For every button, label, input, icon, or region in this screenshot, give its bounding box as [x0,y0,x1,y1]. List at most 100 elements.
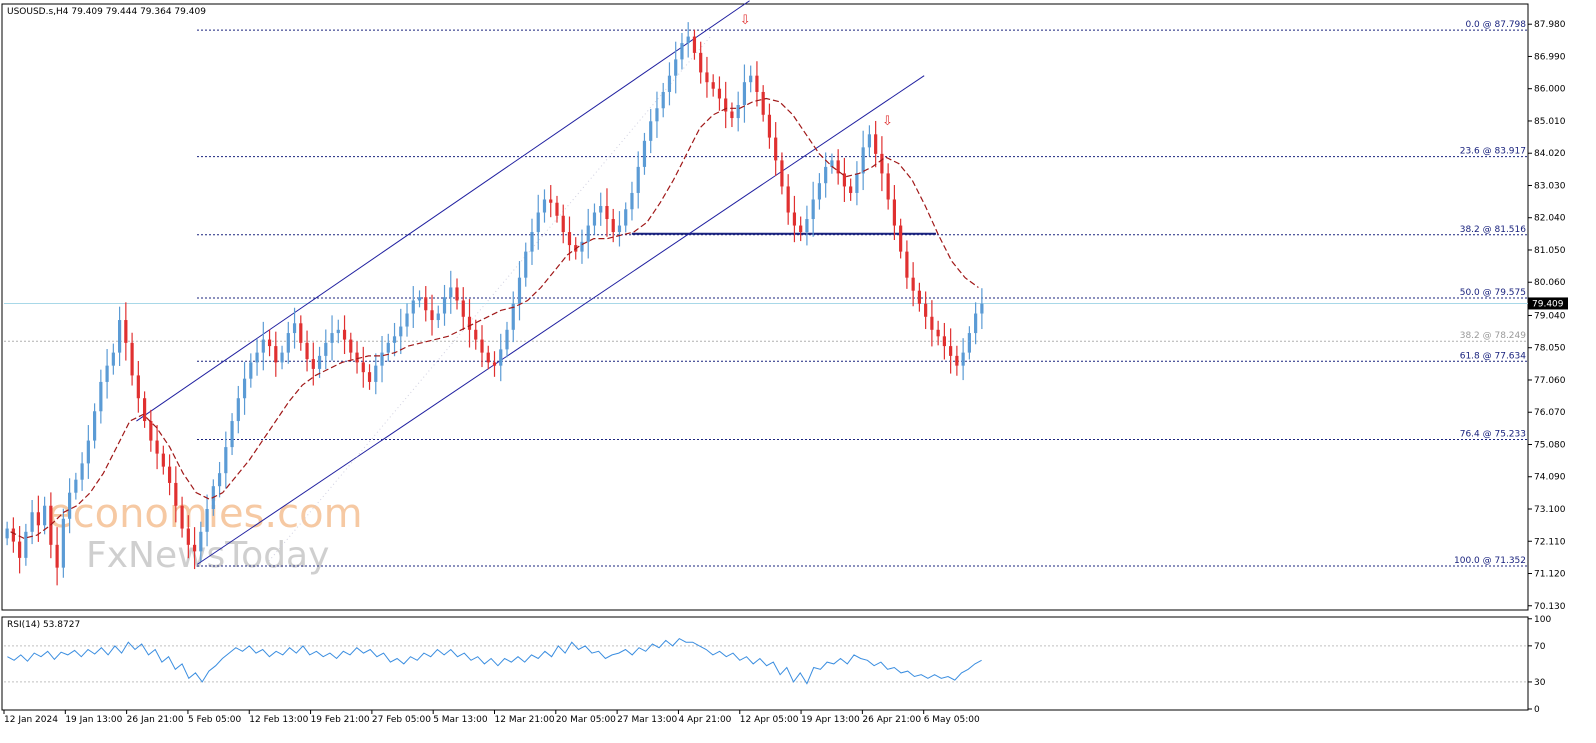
fib-level-label: 76.4 @ 75.233 [1460,430,1526,440]
candle-body [980,303,984,314]
time-axis-label: 27 Feb 05:00 [372,715,431,725]
channel-mid-line [268,36,711,562]
down-arrow-marker: ⇩ [882,114,893,129]
candle-body [18,541,22,558]
candle-body [136,375,140,399]
candle-body [380,352,384,366]
candle-body [786,186,790,213]
candle-body [705,72,709,83]
fib-level-label: 23.6 @ 83.917 [1460,147,1526,157]
candle-body [736,105,740,119]
candle-body [255,352,259,363]
price-axis-label: 79.040 [1534,311,1566,321]
time-axis-label: 12 Feb 13:00 [249,715,308,725]
time-axis-label: 20 Mar 05:00 [556,715,616,725]
price-axis-label: 70.130 [1534,602,1566,612]
candle-body [755,75,759,92]
candle-body [624,209,628,226]
fib-level-label: 100.0 @ 71.352 [1454,556,1526,566]
candle-body [317,355,322,369]
candle-body [68,492,72,519]
price-axis-label: 78.050 [1534,344,1566,354]
candle-body [455,287,459,301]
candle-body [780,160,784,187]
candle-body [811,199,815,220]
watermark-fxnewstoday: FxNewsToday [86,535,329,576]
rsi-axis-label: 0 [1534,705,1540,715]
candle-body [730,111,734,119]
candle-body [486,352,490,363]
main-chart-layer: 0.0 @ 87.798 23.6 @ 83.917 38.2 @ 81.516 50… [4,0,1528,586]
candle-body [874,134,878,154]
candle-body [942,336,946,347]
candle-body [61,518,65,568]
candle-body [480,339,484,353]
price-axis-label: 86.990 [1534,52,1566,62]
candle-body [967,333,971,353]
fib-level-label: 0.0 @ 87.798 [1465,20,1526,30]
candle-body [43,505,47,526]
candle-body [749,75,753,83]
candle-body [224,447,228,474]
time-axis-label: 5 Feb 05:00 [188,715,242,725]
candle-body [411,300,415,314]
candle-body [236,398,240,422]
fib-level-label: 50.0 @ 79.575 [1460,288,1526,298]
candle-body [936,329,940,337]
candle-body [24,531,28,558]
candle-body [911,277,915,291]
candle-body [867,134,872,148]
candle-body [11,528,15,542]
candle-body [792,212,797,226]
candle-body [130,342,134,376]
candle-body [686,36,690,44]
candle-body [174,482,178,506]
candle-body [861,147,865,174]
price-axis[interactable]: 87.980 86.990 86.000 85.010 84.020 83.030 82.0… [1528,20,1568,715]
candle-body [699,52,703,73]
candle-body [399,326,403,337]
candle-body [636,166,640,193]
candle-body [93,411,97,441]
channel-upper-line [136,0,750,422]
rsi-axis-label: 100 [1534,615,1551,625]
candle-body [349,339,353,353]
candle-body [292,323,297,334]
candle-body [417,297,422,301]
candle-body [586,225,590,242]
candle-body [155,440,159,454]
price-axis-label: 81.050 [1534,246,1566,256]
time-axis-label: 5 Mar 13:00 [433,715,488,725]
time-axis[interactable]: 12 Jan 2024 19 Jan 13:00 26 Jan 21:00 5 Feb… [3,710,980,725]
candle-body [5,528,9,539]
candle-body [892,199,896,226]
channel-lower-line [196,75,925,565]
candle-body [599,206,603,213]
moving-average-line [10,97,979,539]
candle-body [55,544,59,568]
candle-body [311,359,315,369]
candle-body [511,303,515,330]
price-axis-label: 83.030 [1534,181,1566,191]
price-axis-label: 75.080 [1534,440,1566,450]
candle-body [36,512,40,526]
candle-body [842,173,847,187]
candle-body [430,310,434,321]
candle-body [274,346,278,363]
price-axis-label: 82.040 [1534,214,1566,224]
candle-body [536,212,540,233]
candle-body [467,316,472,330]
candle-body [167,466,172,483]
candle-body [355,352,359,363]
time-axis-label: 12 Jan 2024 [4,715,58,725]
candle-body [799,225,803,233]
candle-body [855,173,859,193]
fib-level-label: 61.8 @ 77.634 [1460,351,1527,361]
candle-body [424,297,428,311]
candle-body [161,453,165,467]
candle-body [649,121,653,141]
candle-body [949,346,953,356]
current-price-tag [1528,297,1568,310]
candle-body [717,88,722,99]
